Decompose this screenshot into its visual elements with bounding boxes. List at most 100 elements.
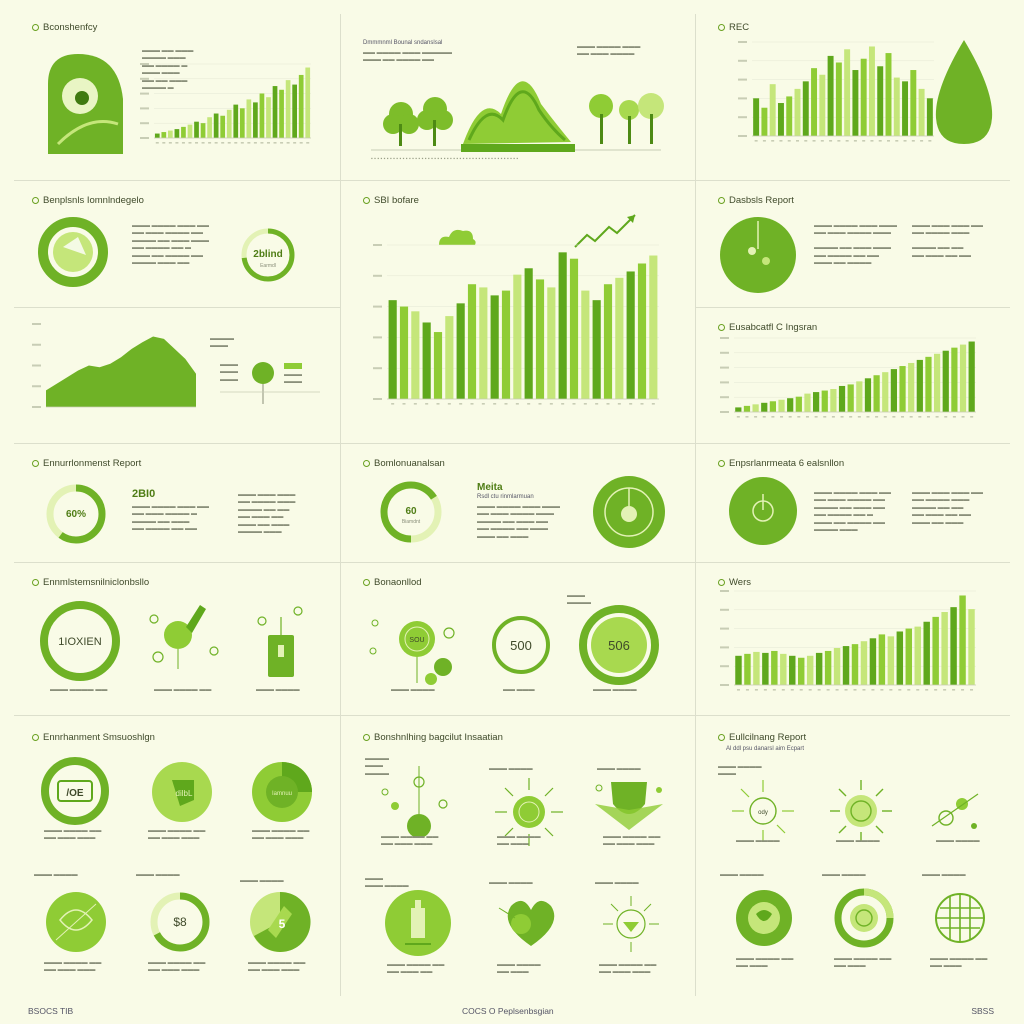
x-tick — [857, 416, 861, 418]
bar — [821, 390, 828, 412]
x-tick — [629, 403, 633, 405]
bar — [253, 102, 258, 138]
x-tick — [970, 416, 974, 418]
x-tick — [835, 689, 839, 691]
x-tick — [293, 142, 297, 144]
bar — [181, 126, 186, 138]
x-tick — [907, 689, 911, 691]
x-tick — [391, 403, 395, 405]
node-illustration-p17a — [381, 766, 448, 838]
bar — [769, 84, 776, 136]
y-tick — [720, 396, 729, 399]
x-tick — [273, 142, 277, 144]
chart-p3 — [738, 41, 934, 142]
svg-text:▪ ▪ ▪ ▪ ▪ ▪ ▪ ▪ ▪ ▪ ▪ ▪ ▪ ▪ ▪: ▪ ▪ ▪ ▪ ▪ ▪ ▪ ▪ ▪ ▪ ▪ ▪ ▪ ▪ ▪ ▪ ▪ ▪ ▪ ▪ … — [371, 156, 518, 162]
circle-p18d — [736, 890, 792, 946]
bar — [896, 631, 904, 685]
panel-5: SBI bofare — [341, 181, 695, 443]
x-tick — [240, 142, 244, 144]
x-tick — [909, 416, 913, 418]
x-tick — [195, 142, 199, 144]
bar — [830, 389, 837, 412]
circle-p18e — [834, 888, 894, 948]
ring-p14c: 506 — [579, 605, 659, 685]
x-tick — [779, 140, 783, 142]
x-tick — [221, 142, 225, 144]
bar — [220, 115, 226, 138]
x-tick — [829, 140, 833, 142]
bar — [524, 268, 533, 399]
footer-left: BSOCS TIB — [28, 1006, 74, 1016]
x-tick — [538, 403, 542, 405]
x-tick — [961, 689, 965, 691]
panel-10: Ennurrlonmenst Report 60% 2BI0 ▬▬▬ ▬▬▬▬ … — [14, 444, 340, 562]
panel-4-title: Benplsnls Iomnlndegelo — [32, 195, 144, 206]
stat-value-p10: 2BI0 — [132, 488, 156, 500]
bar — [239, 108, 245, 138]
panel-16: Ennrhanment Smsuoshlgn /OE ▬▬▬ ▬▬▬▬ ▬▬ ▬▬… — [14, 716, 340, 996]
bar — [835, 62, 842, 136]
x-tick — [797, 416, 801, 418]
bar — [899, 366, 906, 412]
x-tick — [826, 689, 830, 691]
bar — [213, 113, 219, 138]
panel-10-title: Ennurrlonmenst Report — [32, 458, 141, 469]
x-tick — [188, 142, 192, 144]
y-tick — [720, 608, 729, 611]
bar — [838, 385, 846, 412]
x-tick — [918, 416, 922, 418]
bar — [467, 284, 477, 399]
trees-mountain-illustration: ▪ ▪ ▪ ▪ ▪ ▪ ▪ ▪ ▪ ▪ ▪ ▪ ▪ ▪ ▪ ▪ ▪ ▪ ▪ ▪ … — [371, 81, 664, 162]
bar — [194, 121, 199, 138]
bar — [399, 306, 409, 399]
x-tick — [402, 403, 406, 405]
y-tick — [140, 92, 149, 95]
bar — [744, 653, 751, 685]
x-tick — [925, 689, 929, 691]
bar — [167, 130, 173, 138]
bar — [869, 638, 877, 685]
bar — [802, 81, 809, 136]
x-tick — [812, 140, 816, 142]
x-tick — [880, 689, 884, 691]
svg-text:Biamdnt: Biamdnt — [402, 519, 421, 525]
bar — [804, 393, 811, 412]
x-tick — [911, 140, 915, 142]
x-tick — [814, 416, 818, 418]
ring-value-p11: 60 — [405, 506, 417, 517]
panel-17-title: Bonshnlhing bagcilut Insaatian — [363, 732, 503, 743]
progress-ring-p10: 60% — [46, 484, 106, 544]
footer-center: COCS O Peplsenbsgian — [462, 1006, 554, 1016]
chart-p1 — [140, 63, 311, 144]
circle-p16f: 5 — [250, 891, 311, 952]
y-tick — [720, 646, 729, 649]
x-tick — [889, 689, 893, 691]
x-tick — [875, 416, 879, 418]
x-tick — [898, 689, 902, 691]
x-tick — [299, 142, 303, 144]
bar — [490, 295, 499, 399]
bar — [292, 84, 298, 138]
bar — [501, 290, 511, 399]
burst-illustration-p17 — [603, 896, 659, 952]
y-tick — [720, 366, 729, 369]
bar — [535, 279, 545, 399]
bar — [885, 53, 892, 137]
bar — [786, 96, 793, 136]
bar — [771, 650, 778, 685]
y-tick — [140, 107, 149, 110]
x-tick — [790, 689, 794, 691]
y-tick — [373, 336, 382, 339]
panel-13-title: Ennmlstemsnilniclonbsllo — [32, 577, 149, 588]
x-tick — [181, 142, 185, 144]
sun-illustration-p17 — [495, 778, 563, 846]
bar — [154, 133, 160, 138]
x-tick — [845, 140, 849, 142]
x-tick — [926, 416, 930, 418]
x-tick — [175, 142, 179, 144]
meta-label-p11: Meita — [477, 482, 503, 493]
x-tick — [436, 403, 440, 405]
x-tick — [837, 140, 841, 142]
bar — [513, 274, 522, 399]
bar — [795, 396, 802, 412]
